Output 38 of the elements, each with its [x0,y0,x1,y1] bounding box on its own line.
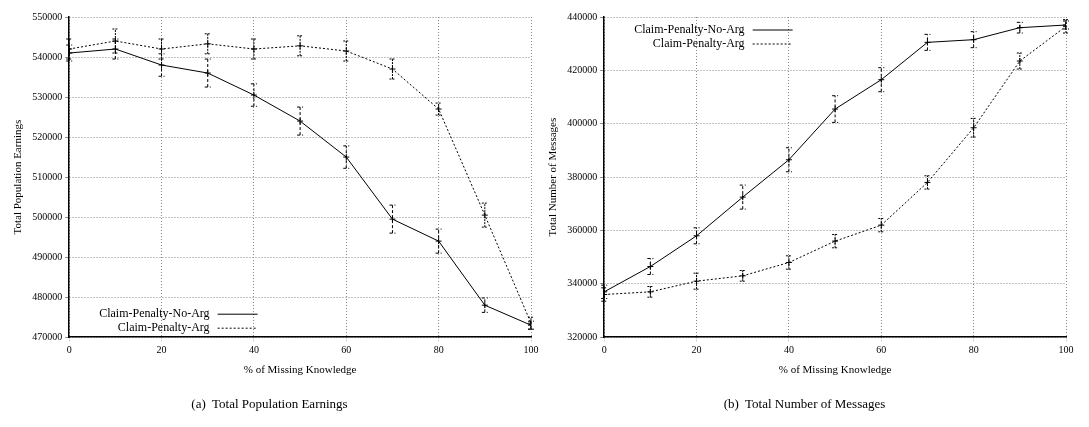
x-axis-title: % of Missing Knowledge [243,362,357,375]
x-tick-label: 80 [433,343,444,355]
x-tick-label: 40 [248,343,259,355]
y-tick-label: 550000 [32,10,63,22]
y-tick-label: 510000 [32,170,63,182]
legend-label: Claim-Penalty-Arg [117,320,210,335]
x-tick-label: 60 [876,343,887,355]
y-axis-title: Total Number of Messages [546,117,559,237]
x-tick-label: 60 [341,343,352,355]
y-tick-label: 420000 [567,63,598,75]
y-tick-label: 480000 [32,290,63,302]
legend-label: Claim-Penalty-Arg [652,36,745,51]
y-axis-title: Total Population Earnings [11,119,24,235]
y-tick-label: 540000 [32,50,63,62]
y-tick-label: 320000 [567,330,598,342]
x-tick-label: 100 [1058,343,1074,355]
x-tick-label: 40 [783,343,794,355]
legend-label: Claim-Penalty-No-Arg [634,22,745,37]
x-axis-title: % of Missing Knowledge [778,362,892,375]
x-tick-label: 100 [523,343,539,355]
x-tick-label: 0 [66,343,72,355]
text: (a) Total Population Earnings [191,395,348,411]
legend-label: Claim-Penalty-No-Arg [99,306,210,321]
y-tick-label: 490000 [32,250,63,262]
x-tick-label: 20 [691,343,702,355]
y-tick-label: 360000 [567,224,598,236]
text: (b) Total Number of Messages [723,395,886,411]
y-tick-label: 340000 [567,277,598,289]
x-tick-label: 20 [156,343,167,355]
y-tick-label: 470000 [32,330,63,342]
y-tick-label: 530000 [32,90,63,102]
y-tick-label: 500000 [32,210,63,222]
x-tick-label: 0 [601,343,607,355]
y-tick-label: 380000 [567,170,598,182]
y-tick-label: 520000 [32,130,63,142]
x-tick-label: 80 [968,343,979,355]
y-tick-label: 400000 [567,117,598,129]
y-tick-label: 440000 [567,10,598,22]
